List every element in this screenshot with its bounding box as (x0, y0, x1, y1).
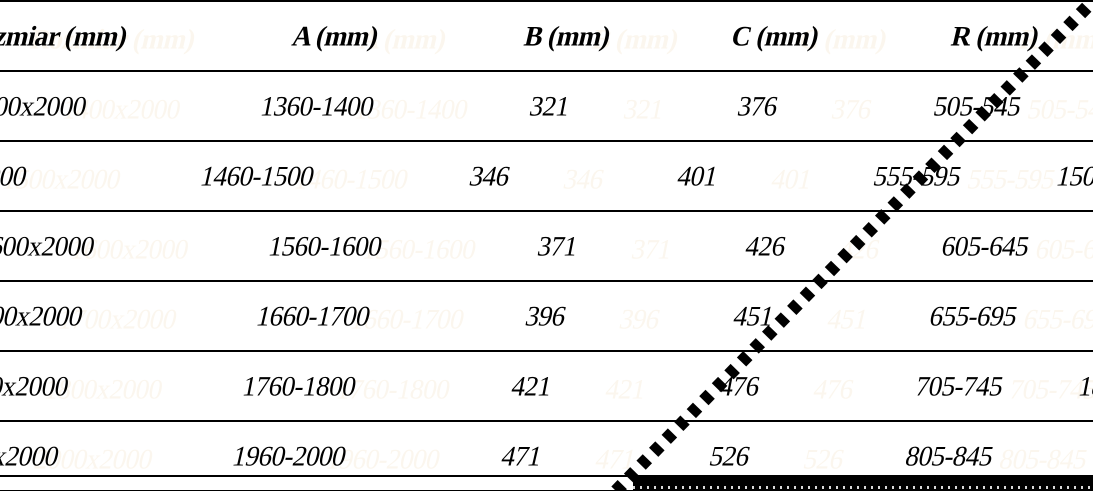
cell-r-value: 705-745 (912, 369, 1006, 402)
cell-b: 371 (450, 210, 665, 282)
cell-r: 605-645 (865, 210, 1093, 282)
table-row: 1500x2000 1460-1500 346 401 555-595 1500x (0, 140, 1093, 212)
cell-r: 505-545 (857, 70, 1093, 142)
cell-overflow-value: 1500x (1053, 159, 1093, 192)
cell-a: 1760-1800 (174, 350, 424, 422)
cell-c-value: 426 (742, 229, 788, 262)
cell-a: 1660-1700 (188, 280, 438, 352)
cell-b-value: 321 (527, 89, 573, 122)
column-header-c: C (mm) (675, 0, 875, 72)
cell-r-value: 605-645 (938, 229, 1032, 262)
cell-b: 396 (438, 280, 653, 352)
cell-r-value: 805-845 (902, 439, 997, 472)
cell-b: 321 (442, 70, 657, 142)
cell-a: 1360-1400 (192, 70, 442, 142)
column-header-b: B (mm) (460, 0, 675, 72)
cell-a: 1460-1500 (132, 140, 382, 212)
cell-a-value: 1360-1400 (257, 89, 377, 122)
cell-c: 401 (597, 140, 797, 212)
cell-rozmiar: 1700x2000 (0, 280, 188, 352)
cell-b-value: 471 (498, 439, 545, 472)
column-header-a: A (mm) (210, 0, 460, 72)
cell-a-value: 1460-1500 (197, 159, 318, 192)
cell-r-value: 505-545 (930, 89, 1024, 122)
cell-overflow: 1800x2000 (1079, 350, 1093, 422)
bottom-rule (0, 475, 660, 477)
cell-b-value: 421 (509, 369, 555, 402)
cell-a: 1960-2000 (164, 420, 414, 491)
column-header-rozmiar: Rozmiar (mm) (0, 0, 210, 72)
cell-rozmiar: 1500x2000 (0, 140, 132, 212)
cell-c: 376 (657, 70, 857, 142)
cell-a-value: 1560-1600 (265, 229, 385, 262)
bottom-bar-dots (633, 486, 1093, 489)
cell-c: 451 (653, 280, 853, 352)
cell-c-value: 401 (673, 159, 721, 192)
cell-a: 1560-1600 (200, 210, 450, 282)
header-label-b: B (mm) (521, 19, 614, 52)
cell-overflow: 1500x (1037, 140, 1093, 212)
cell-c-value: 476 (716, 369, 762, 402)
table-row: 1800x2000 1760-1800 421 476 705-745 1800x2000 (0, 350, 1093, 422)
header-label-r: R (mm) (948, 19, 1042, 52)
column-header-r: R (mm) (875, 0, 1093, 72)
cell-b: 471 (414, 420, 629, 491)
header-label-rozmiar: Rozmiar (mm) (0, 19, 131, 52)
header-label-a: A (mm) (289, 19, 382, 52)
cell-a-value: 1760-1800 (239, 369, 359, 402)
cell-c-value: 376 (734, 89, 780, 122)
cell-r: 705-745 (839, 350, 1079, 422)
cell-rozmiar: 1400x2000 (0, 70, 192, 142)
cell-r: 555-595 (797, 140, 1037, 212)
cell-b: 346 (382, 140, 597, 212)
cell-rozmiar-value: 1600x2000 (0, 229, 97, 262)
cell-rozmiar-value: 1700x2000 (0, 299, 86, 332)
bottom-black-bar (633, 475, 1093, 491)
cell-overflow-value: 1800x2000 (1079, 369, 1093, 402)
cell-rozmiar-value: 1400x2000 (0, 89, 89, 122)
cell-rozmiar-value: 1500x2000 (0, 159, 30, 192)
cell-c-value: 451 (729, 299, 777, 332)
cell-b: 421 (424, 350, 639, 422)
table-row: 1400x2000 1360-1400 321 376 505-545 (0, 70, 1093, 142)
cell-rozmiar: 2000x2000 (0, 420, 164, 491)
cell-r: 655-695 (853, 280, 1093, 352)
cell-c: 426 (665, 210, 865, 282)
cell-rozmiar-value: 1800x2000 (0, 369, 71, 402)
cell-b-value: 371 (535, 229, 581, 262)
cell-c-value: 526 (705, 439, 753, 472)
table-body: 1400x2000 1360-1400 321 376 505-545 1500x2000… (0, 70, 1093, 491)
cell-rozmiar: 1600x2000 (0, 210, 200, 282)
cell-c: 476 (639, 350, 839, 422)
cell-rozmiar: 1800x2000 (0, 350, 174, 422)
cell-b-value: 346 (466, 159, 513, 192)
cell-rozmiar-value: 2000x2000 (0, 439, 62, 472)
cell-r-value: 655-695 (926, 299, 1021, 332)
cell-a-value: 1660-1700 (253, 299, 374, 332)
header-row: Rozmiar (mm) A (mm) B (mm) C (mm) R (mm) (0, 0, 1093, 72)
table-header: Rozmiar (mm) A (mm) B (mm) C (mm) R (mm) (0, 0, 1093, 72)
cell-b-value: 396 (522, 299, 569, 332)
cell-a-value: 1960-2000 (229, 439, 350, 472)
cell-r-value: 555-595 (870, 159, 965, 192)
header-label-c: C (mm) (728, 19, 822, 52)
